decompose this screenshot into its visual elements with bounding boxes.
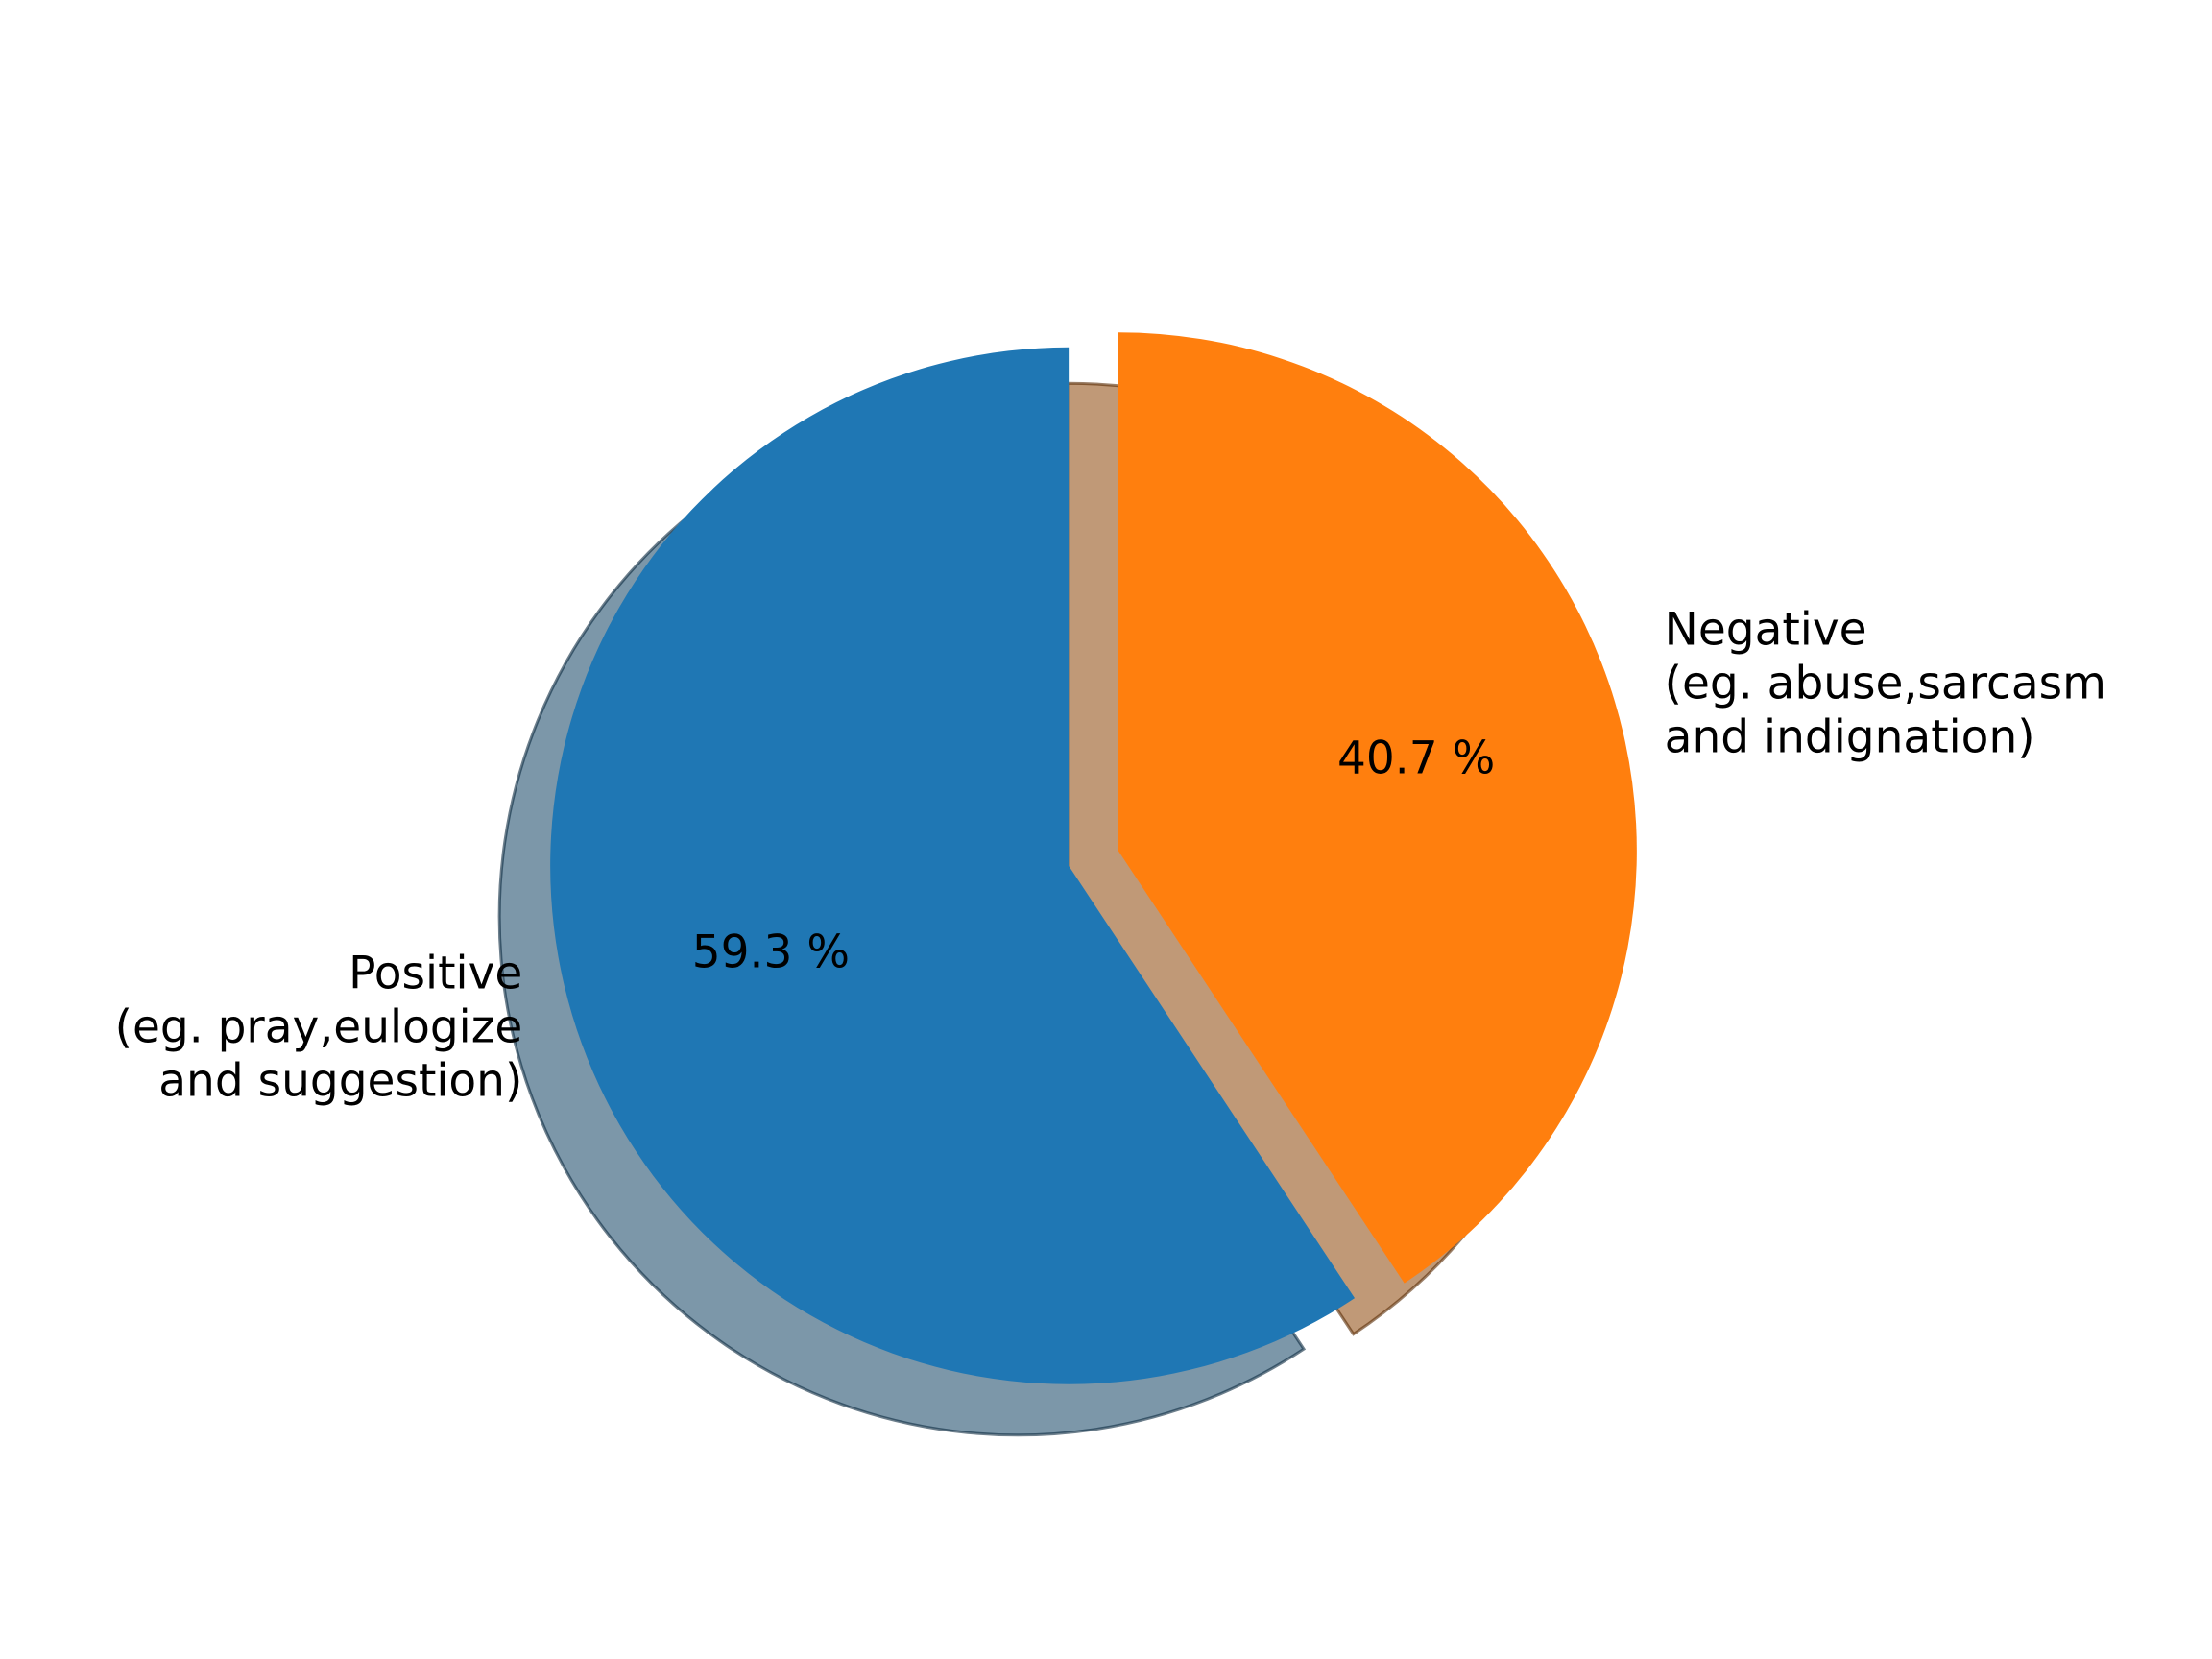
category-label-negative: Negative (eg. abuse,sarcasm and indignatio… bbox=[1665, 604, 2106, 764]
slice-layer bbox=[550, 332, 1637, 1384]
pie-slice-negative bbox=[1118, 332, 1637, 1284]
category-label-line: Negative bbox=[1665, 604, 1867, 657]
category-label-line: (eg. abuse,sarcasm bbox=[1665, 658, 2106, 710]
category-label-line: and suggestion) bbox=[158, 1054, 522, 1107]
category-label-line: Positive bbox=[349, 947, 522, 999]
pie-slice-positive bbox=[550, 347, 1356, 1384]
category-label-line: (eg. pray,eulogize bbox=[115, 1000, 523, 1053]
category-label-positive: Positive (eg. pray,eulogize and suggestion… bbox=[115, 947, 523, 1107]
pct-label-negative: 40.7 % bbox=[1337, 732, 1495, 784]
pct-label-positive: 59.3 % bbox=[692, 926, 850, 979]
label-layer: 59.3 % Positive (eg. pray,eulogize and sugg… bbox=[115, 604, 2106, 1108]
category-label-line: and indignation) bbox=[1665, 711, 2035, 764]
